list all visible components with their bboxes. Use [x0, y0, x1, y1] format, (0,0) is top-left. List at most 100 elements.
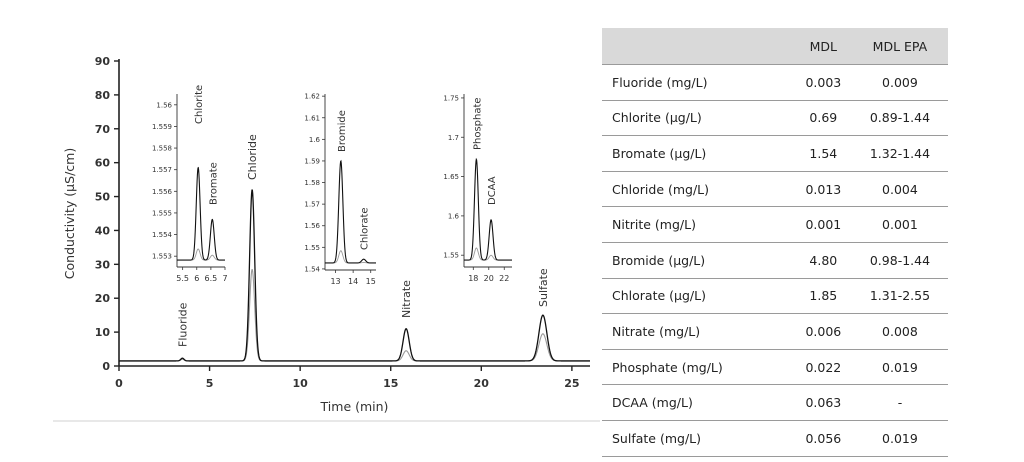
inset-y-tick-label: 1.559 [152, 123, 172, 131]
mdl-epa-cell: 1.32-1.44 [851, 135, 948, 172]
table-row: Fluoride (mg/L) 0.003 0.009 [602, 64, 948, 101]
inset-y-tick-label: 1.553 [152, 253, 172, 261]
y-tick-label: 80 [95, 89, 111, 102]
analyte-cell: Sulfate (mg/L) [602, 420, 795, 457]
x-tick-label: 15 [383, 377, 398, 390]
x-tick-label: 0 [115, 377, 123, 390]
mdl-table: MDL MDL EPA Fluoride (mg/L) 0.003 0.009 Ch… [602, 28, 948, 457]
mdl-cell: 0.056 [794, 420, 852, 457]
inset-series-line-primary [464, 157, 512, 261]
inset-y-tick-label: 1.61 [304, 114, 320, 122]
y-tick-label: 40 [95, 224, 111, 237]
inset-series-line-primary [325, 159, 376, 264]
analyte-cell: Chloride (mg/L) [602, 171, 795, 208]
table-row: Chlorate (µg/L) 1.85 1.31-2.55 [602, 278, 948, 315]
inset-y-tick-label: 1.59 [304, 157, 320, 165]
inset-peak-label-chlorate: Chlorate [360, 207, 371, 250]
table-row: Phosphate (mg/L) 0.022 0.019 [602, 349, 948, 386]
x-tick-label: 20 [474, 377, 490, 390]
inset-x-tick-label: 7 [222, 274, 227, 283]
y-axis-label: Conductivity (µS/cm) [62, 148, 77, 279]
analyte-cell: Nitrite (mg/L) [602, 206, 795, 243]
x-tick-label: 5 [206, 377, 214, 390]
inset-y-tick-label: 1.55 [443, 252, 459, 260]
mdl-epa-cell: 0.89-1.44 [851, 100, 948, 137]
mdl-cell: 0.69 [794, 100, 852, 137]
table-row: Bromide (µg/L) 4.80 0.98-1.44 [602, 242, 948, 279]
peak-label-chloride: Chloride [246, 134, 259, 180]
inset-y-tick-label: 1.54 [304, 265, 320, 273]
inset-x-tick-label: 15 [366, 277, 376, 286]
inset-peak-label-bromide: Bromide [337, 110, 348, 152]
mdl-epa-cell: 0.98-1.44 [851, 242, 948, 279]
y-tick-label: 10 [95, 326, 111, 339]
mdl-epa-cell: 0.008 [851, 313, 948, 350]
y-tick-label: 90 [95, 55, 111, 68]
inset-x-tick-label: 5.5 [176, 274, 189, 283]
inset-y-tick-label: 1.75 [443, 94, 459, 102]
analyte-cell: Chlorate (µg/L) [602, 278, 795, 315]
y-tick-label: 0 [102, 360, 110, 373]
analyte-cell: Fluoride (mg/L) [602, 64, 795, 101]
inset-x-tick-label: 20 [484, 274, 494, 283]
x-axis-label: Time (min) [320, 399, 389, 414]
mdl-epa-cell: 0.009 [851, 64, 948, 101]
header-mdl: MDL [794, 28, 852, 65]
x-tick-label: 25 [564, 377, 579, 390]
inset-y-tick-label: 1.56 [156, 101, 172, 109]
mdl-cell: 1.54 [794, 135, 852, 172]
header-analyte [602, 28, 795, 65]
mdl-cell: 1.85 [794, 278, 852, 315]
mdl-epa-cell: - [851, 384, 948, 421]
table-row: Sulfate (mg/L) 0.056 0.019 [602, 420, 948, 457]
inset-x-tick-label: 6.5 [205, 274, 218, 283]
y-tick-label: 20 [95, 292, 111, 305]
inset-y-tick-label: 1.557 [152, 166, 172, 174]
table-row: DCAA (mg/L) 0.063- [602, 384, 948, 421]
analyte-cell: DCAA (mg/L) [602, 384, 795, 421]
table-row: Nitrate (mg/L) 0.006 0.008 [602, 313, 948, 350]
mdl-epa-cell: 0.001 [851, 206, 948, 243]
mdl-epa-cell: 1.31-2.55 [851, 278, 948, 315]
inset-series-line-secondary [325, 250, 376, 264]
mdl-cell: 0.003 [794, 64, 852, 101]
y-tick-label: 70 [95, 123, 111, 136]
table-row: Chloride (mg/L) 0.013 0.004 [602, 171, 948, 208]
inset-y-tick-label: 1.55 [304, 244, 320, 252]
mdl-cell: 0.013 [794, 171, 852, 208]
y-tick-label: 60 [95, 157, 111, 170]
mdl-cell: 0.001 [794, 206, 852, 243]
analyte-cell: Bromate (µg/L) [602, 135, 795, 172]
inset-y-tick-label: 1.555 [152, 209, 172, 217]
inset-x-tick-label: 6 [194, 274, 199, 283]
inset-y-tick-label: 1.7 [448, 134, 459, 142]
peak-label-nitrate: Nitrate [400, 280, 413, 318]
inset-y-tick-label: 1.6 [448, 212, 460, 220]
inset-series-line-secondary [177, 248, 225, 261]
peak-label-fluoride: Fluoride [176, 302, 189, 347]
inset-series-line-primary [177, 166, 225, 261]
y-tick-label: 50 [95, 191, 111, 204]
inset-y-tick-label: 1.56 [304, 222, 320, 230]
mdl-cell: 0.006 [794, 313, 852, 350]
mdl-cell: 0.022 [794, 349, 852, 386]
inset-peak-label-dcaa: DCAA [487, 176, 498, 205]
inset-y-tick-label: 1.558 [152, 145, 172, 153]
inset-y-tick-label: 1.556 [152, 188, 173, 196]
analyte-cell: Chlorite (µg/L) [602, 100, 795, 137]
peak-label-sulfate: Sulfate [537, 268, 550, 307]
series-line-primary [119, 189, 590, 362]
table-row: Nitrite (mg/L) 0.001 0.001 [602, 206, 948, 243]
x-tick-label: 10 [292, 377, 308, 390]
inset-x-tick-label: 18 [468, 274, 478, 283]
mdl-epa-cell: 0.019 [851, 420, 948, 457]
inset-y-tick-label: 1.6 [309, 136, 321, 144]
y-tick-label: 30 [95, 258, 111, 271]
table-header-row: MDL MDL EPA [602, 28, 948, 65]
mdl-cell: 4.80 [794, 242, 852, 279]
analyte-cell: Bromide (µg/L) [602, 242, 795, 279]
analyte-cell: Phosphate (mg/L) [602, 349, 795, 386]
inset-y-tick-label: 1.65 [443, 173, 459, 181]
inset-peak-label-bromate: Bromate [208, 162, 219, 205]
table-row: Chlorite (µg/L) 0.69 0.89-1.44 [602, 100, 948, 137]
